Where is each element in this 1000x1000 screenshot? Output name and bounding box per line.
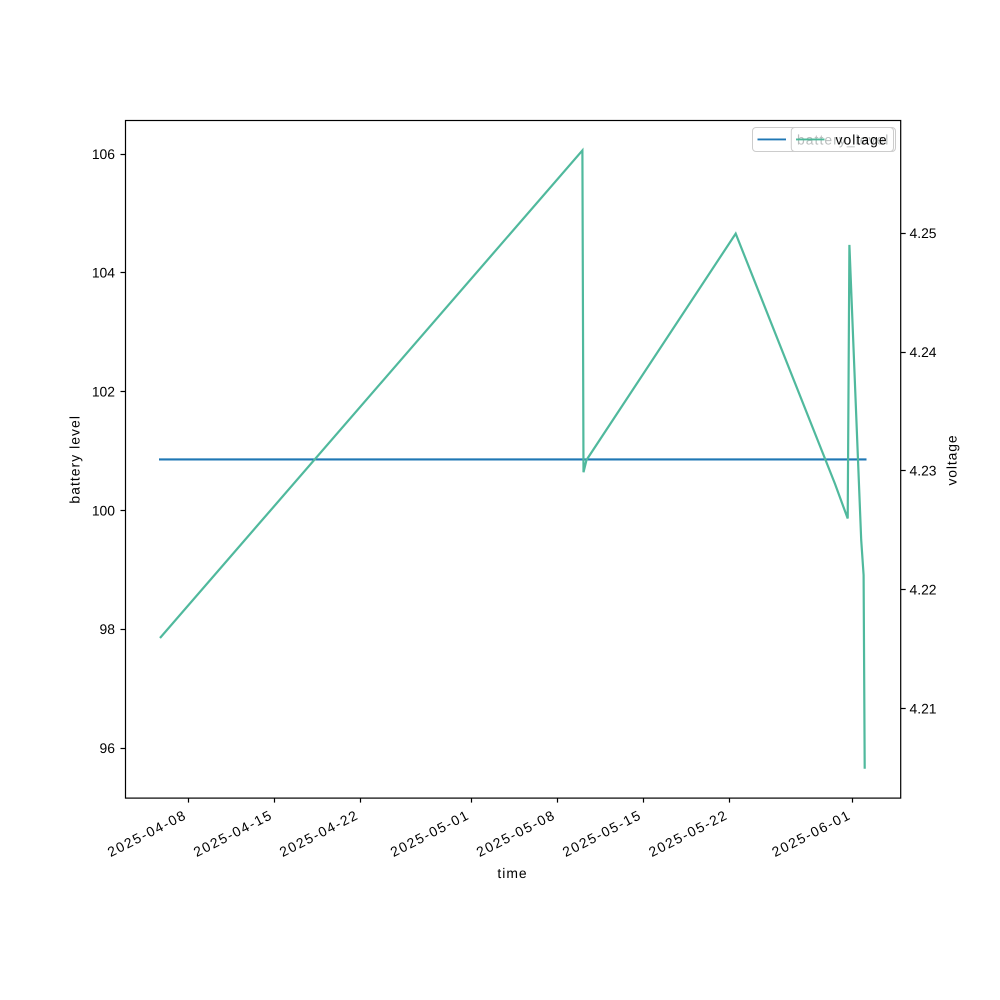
svg-text:96: 96 [100, 740, 116, 756]
svg-text:98: 98 [100, 621, 116, 637]
svg-text:voltage: voltage [943, 434, 959, 485]
svg-text:4.24: 4.24 [910, 344, 937, 360]
svg-text:time: time [497, 865, 527, 881]
svg-text:100: 100 [92, 502, 115, 518]
svg-text:102: 102 [92, 384, 115, 400]
svg-text:104: 104 [92, 265, 115, 281]
svg-text:battery level: battery level [67, 415, 83, 504]
svg-text:4.25: 4.25 [910, 225, 937, 241]
svg-text:4.21: 4.21 [910, 700, 937, 716]
svg-text:4.22: 4.22 [910, 582, 937, 598]
svg-text:4.23: 4.23 [910, 463, 937, 479]
svg-text:battery_level: battery_level [797, 131, 889, 147]
svg-text:106: 106 [92, 146, 115, 162]
svg-text:voltage: voltage [836, 131, 888, 147]
